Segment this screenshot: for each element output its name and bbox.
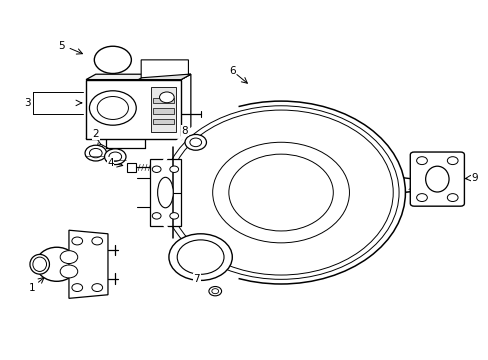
Bar xyxy=(152,119,173,125)
Polygon shape xyxy=(127,163,136,172)
Circle shape xyxy=(447,194,457,202)
Polygon shape xyxy=(141,60,188,78)
Circle shape xyxy=(416,157,427,165)
Ellipse shape xyxy=(425,166,448,192)
Circle shape xyxy=(92,284,102,292)
Circle shape xyxy=(168,110,392,275)
Polygon shape xyxy=(86,74,190,80)
Bar xyxy=(152,98,173,103)
Circle shape xyxy=(152,213,161,219)
Circle shape xyxy=(60,265,78,278)
Circle shape xyxy=(197,250,215,263)
Polygon shape xyxy=(69,230,108,298)
Circle shape xyxy=(211,289,218,294)
Circle shape xyxy=(152,166,161,172)
Circle shape xyxy=(97,96,128,120)
Text: 6: 6 xyxy=(228,66,235,76)
Circle shape xyxy=(416,194,427,202)
Circle shape xyxy=(89,91,136,125)
Polygon shape xyxy=(150,87,176,132)
Circle shape xyxy=(163,106,398,279)
Text: 5: 5 xyxy=(58,41,65,50)
Polygon shape xyxy=(86,134,190,139)
Polygon shape xyxy=(138,74,190,80)
Text: 4: 4 xyxy=(107,158,114,168)
Text: 3: 3 xyxy=(24,98,31,108)
Text: 7: 7 xyxy=(193,274,200,284)
Circle shape xyxy=(228,154,333,231)
Circle shape xyxy=(94,46,131,73)
Ellipse shape xyxy=(30,255,49,274)
Circle shape xyxy=(159,92,174,103)
Circle shape xyxy=(447,157,457,165)
Circle shape xyxy=(104,149,126,165)
Text: 2: 2 xyxy=(92,129,99,139)
Circle shape xyxy=(168,234,232,280)
Ellipse shape xyxy=(36,247,77,281)
Circle shape xyxy=(177,240,224,274)
Circle shape xyxy=(109,152,122,161)
Text: 8: 8 xyxy=(182,126,188,135)
Circle shape xyxy=(212,142,349,243)
Circle shape xyxy=(60,251,78,264)
Ellipse shape xyxy=(33,257,46,271)
Text: 1: 1 xyxy=(29,283,36,293)
FancyBboxPatch shape xyxy=(409,152,464,206)
Circle shape xyxy=(85,145,106,161)
Circle shape xyxy=(72,284,82,292)
Circle shape xyxy=(189,138,201,147)
Polygon shape xyxy=(86,80,181,139)
Polygon shape xyxy=(149,159,181,226)
Circle shape xyxy=(201,253,211,260)
Text: 9: 9 xyxy=(470,173,477,183)
Circle shape xyxy=(169,166,178,172)
Circle shape xyxy=(157,101,405,284)
Circle shape xyxy=(92,237,102,245)
Circle shape xyxy=(169,213,178,219)
Circle shape xyxy=(89,148,102,158)
Ellipse shape xyxy=(157,177,173,208)
Bar xyxy=(152,108,173,114)
Circle shape xyxy=(184,134,206,150)
Polygon shape xyxy=(181,74,190,139)
Circle shape xyxy=(72,237,82,245)
Circle shape xyxy=(208,287,221,296)
